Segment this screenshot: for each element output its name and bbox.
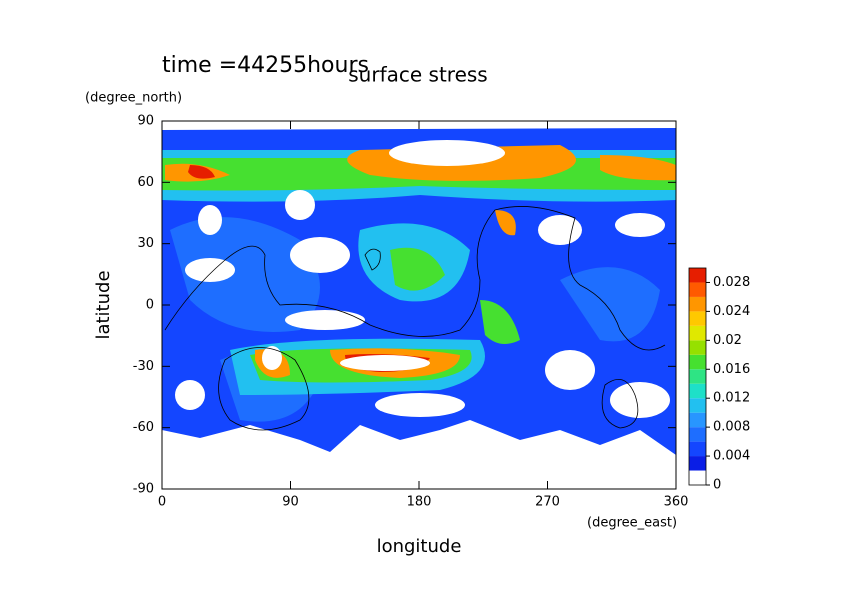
colorbar-tick-label: 0.02 (713, 333, 742, 348)
colorbar-frame (688, 267, 707, 486)
colorbar-tick-label: 0.016 (713, 362, 750, 377)
coastline (218, 347, 310, 431)
colorbar-level (689, 383, 706, 399)
colorbar-tick-label: 0.012 (713, 391, 750, 406)
field-high (165, 145, 676, 378)
y-tick-label: -30 (133, 359, 154, 374)
colorbar-tick-label: 0.008 (713, 420, 750, 435)
colorbar-level (689, 456, 706, 471)
colorbar-level (689, 354, 706, 370)
colorbar-level (689, 340, 706, 355)
y-unit: (degree_north) (85, 91, 182, 106)
chart-title: surface stress (348, 63, 487, 87)
colorbar-level (689, 282, 706, 297)
colorbar-level (689, 268, 706, 283)
x-tick-label: 270 (535, 495, 560, 510)
contour-field (162, 128, 676, 455)
field-hole (389, 140, 505, 166)
y-tick-label: -60 (133, 420, 154, 435)
field-hole (375, 393, 465, 417)
coastline (601, 378, 639, 429)
field-hole (285, 310, 365, 330)
colorbar-tick-label: 0.028 (713, 275, 750, 290)
field-hole (198, 205, 222, 235)
colorbar-level (689, 412, 706, 428)
x-tick-label: 180 (407, 495, 432, 510)
field-hole (610, 382, 670, 418)
coastline (364, 248, 381, 271)
x-unit: (degree_east) (587, 516, 677, 531)
colorbar-level (689, 398, 706, 413)
x-tick-label: 0 (158, 495, 166, 510)
field-hole (340, 355, 430, 371)
x-axis-label: longitude (377, 536, 462, 557)
colorbar-level (689, 441, 706, 457)
colorbar-tick-label: 0.004 (713, 449, 750, 464)
y-axis-label: latitude (93, 270, 114, 339)
field-hole (262, 346, 282, 370)
x-tick-label: 360 (664, 495, 689, 510)
colorbar-level (689, 470, 706, 485)
field-hole (185, 258, 235, 282)
colorbar-level (689, 311, 706, 326)
colorbar-level (689, 369, 706, 384)
field-hole (290, 237, 350, 273)
annotation: time =44255hours (162, 53, 369, 78)
x-tick-label: 90 (282, 495, 299, 510)
field-hole (538, 215, 582, 245)
y-tick-label: 30 (137, 236, 154, 251)
y-tick-label: 60 (137, 175, 154, 190)
colorbar-tick-label: 0 (713, 478, 721, 493)
field-hole (545, 350, 595, 390)
field-hole (285, 190, 315, 220)
field-green (162, 158, 676, 383)
y-tick-label: 90 (137, 114, 154, 129)
field-hole (615, 213, 665, 237)
colorbar-level (689, 325, 706, 341)
y-tick-label: 0 (146, 298, 154, 313)
coastline (164, 206, 666, 351)
colorbar-tick-label: 0.024 (713, 304, 750, 319)
field-hole (175, 380, 205, 410)
colorbar-level (689, 427, 706, 442)
y-tick-label: -90 (133, 482, 154, 497)
colorbar-level (689, 296, 706, 312)
